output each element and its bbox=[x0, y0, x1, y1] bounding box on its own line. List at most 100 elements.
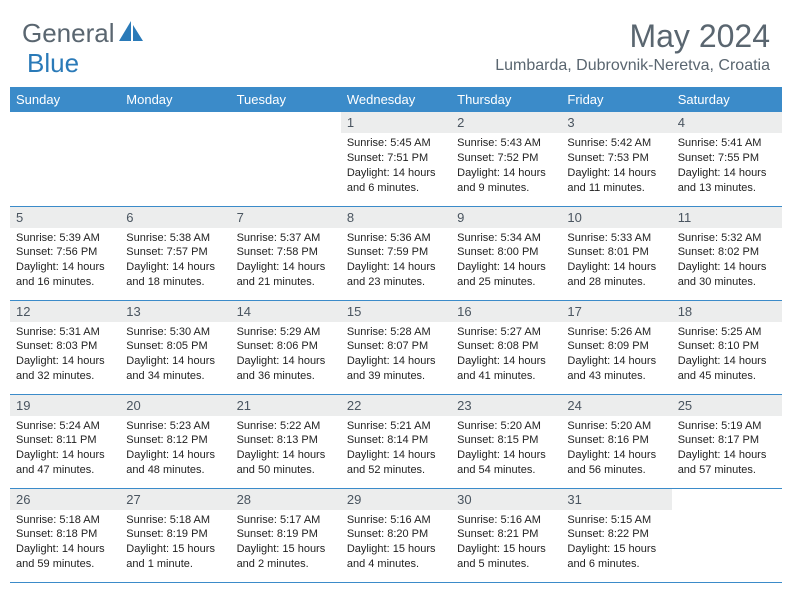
day-details: Sunrise: 5:19 AMSunset: 8:17 PMDaylight:… bbox=[672, 416, 782, 481]
calendar-cell: 13Sunrise: 5:30 AMSunset: 8:05 PMDayligh… bbox=[120, 300, 230, 394]
calendar-cell: 4Sunrise: 5:41 AMSunset: 7:55 PMDaylight… bbox=[672, 112, 782, 206]
sunset-line: Sunset: 8:02 PM bbox=[678, 245, 776, 260]
sunrise-line: Sunrise: 5:30 AM bbox=[126, 325, 224, 340]
day-number: 24 bbox=[561, 395, 671, 416]
daylight-line: Daylight: 15 hours and 2 minutes. bbox=[237, 542, 335, 572]
calendar-cell: 14Sunrise: 5:29 AMSunset: 8:06 PMDayligh… bbox=[231, 300, 341, 394]
day-details: Sunrise: 5:32 AMSunset: 8:02 PMDaylight:… bbox=[672, 228, 782, 293]
daylight-line: Daylight: 15 hours and 4 minutes. bbox=[347, 542, 445, 572]
calendar-cell: 24Sunrise: 5:20 AMSunset: 8:16 PMDayligh… bbox=[561, 394, 671, 488]
sunset-line: Sunset: 7:55 PM bbox=[678, 151, 776, 166]
sunset-line: Sunset: 8:05 PM bbox=[126, 339, 224, 354]
sunrise-line: Sunrise: 5:41 AM bbox=[678, 136, 776, 151]
day-details: Sunrise: 5:43 AMSunset: 7:52 PMDaylight:… bbox=[451, 133, 561, 198]
weekday-header: Thursday bbox=[451, 87, 561, 112]
day-details: Sunrise: 5:28 AMSunset: 8:07 PMDaylight:… bbox=[341, 322, 451, 387]
calendar-cell: 28Sunrise: 5:17 AMSunset: 8:19 PMDayligh… bbox=[231, 488, 341, 582]
day-details: Sunrise: 5:18 AMSunset: 8:18 PMDaylight:… bbox=[10, 510, 120, 575]
calendar-cell: 19Sunrise: 5:24 AMSunset: 8:11 PMDayligh… bbox=[10, 394, 120, 488]
daylight-line: Daylight: 14 hours and 48 minutes. bbox=[126, 448, 224, 478]
daylight-line: Daylight: 14 hours and 18 minutes. bbox=[126, 260, 224, 290]
day-details: Sunrise: 5:23 AMSunset: 8:12 PMDaylight:… bbox=[120, 416, 230, 481]
sunrise-line: Sunrise: 5:16 AM bbox=[457, 513, 555, 528]
daylight-line: Daylight: 14 hours and 39 minutes. bbox=[347, 354, 445, 384]
sunrise-line: Sunrise: 5:34 AM bbox=[457, 231, 555, 246]
day-number: 17 bbox=[561, 301, 671, 322]
daylight-line: Daylight: 14 hours and 47 minutes. bbox=[16, 448, 114, 478]
calendar-row: 12Sunrise: 5:31 AMSunset: 8:03 PMDayligh… bbox=[10, 300, 782, 394]
day-details: Sunrise: 5:42 AMSunset: 7:53 PMDaylight:… bbox=[561, 133, 671, 198]
calendar-cell: 23Sunrise: 5:20 AMSunset: 8:15 PMDayligh… bbox=[451, 394, 561, 488]
sunset-line: Sunset: 8:08 PM bbox=[457, 339, 555, 354]
daylight-line: Daylight: 14 hours and 28 minutes. bbox=[567, 260, 665, 290]
sunrise-line: Sunrise: 5:16 AM bbox=[347, 513, 445, 528]
daylight-line: Daylight: 14 hours and 32 minutes. bbox=[16, 354, 114, 384]
calendar-cell bbox=[231, 112, 341, 206]
calendar-cell: 22Sunrise: 5:21 AMSunset: 8:14 PMDayligh… bbox=[341, 394, 451, 488]
sunrise-line: Sunrise: 5:22 AM bbox=[237, 419, 335, 434]
sunrise-line: Sunrise: 5:45 AM bbox=[347, 136, 445, 151]
day-number: 15 bbox=[341, 301, 451, 322]
sunrise-line: Sunrise: 5:39 AM bbox=[16, 231, 114, 246]
sunset-line: Sunset: 8:12 PM bbox=[126, 433, 224, 448]
daylight-line: Daylight: 14 hours and 25 minutes. bbox=[457, 260, 555, 290]
sunset-line: Sunset: 8:18 PM bbox=[16, 527, 114, 542]
brand-text-2: Blue bbox=[27, 48, 79, 79]
sunset-line: Sunset: 7:57 PM bbox=[126, 245, 224, 260]
calendar-row: 26Sunrise: 5:18 AMSunset: 8:18 PMDayligh… bbox=[10, 488, 782, 582]
sunrise-line: Sunrise: 5:26 AM bbox=[567, 325, 665, 340]
weekday-header: Sunday bbox=[10, 87, 120, 112]
daylight-line: Daylight: 15 hours and 1 minute. bbox=[126, 542, 224, 572]
day-details: Sunrise: 5:38 AMSunset: 7:57 PMDaylight:… bbox=[120, 228, 230, 293]
sunrise-line: Sunrise: 5:20 AM bbox=[457, 419, 555, 434]
day-details: Sunrise: 5:24 AMSunset: 8:11 PMDaylight:… bbox=[10, 416, 120, 481]
day-number: 29 bbox=[341, 489, 451, 510]
sunset-line: Sunset: 8:07 PM bbox=[347, 339, 445, 354]
sunset-line: Sunset: 8:11 PM bbox=[16, 433, 114, 448]
calendar-cell: 21Sunrise: 5:22 AMSunset: 8:13 PMDayligh… bbox=[231, 394, 341, 488]
calendar-row: 5Sunrise: 5:39 AMSunset: 7:56 PMDaylight… bbox=[10, 206, 782, 300]
sunset-line: Sunset: 8:22 PM bbox=[567, 527, 665, 542]
sunset-line: Sunset: 8:09 PM bbox=[567, 339, 665, 354]
month-title: May 2024 bbox=[495, 18, 770, 55]
daylight-line: Daylight: 14 hours and 34 minutes. bbox=[126, 354, 224, 384]
weekday-header: Monday bbox=[120, 87, 230, 112]
day-details: Sunrise: 5:21 AMSunset: 8:14 PMDaylight:… bbox=[341, 416, 451, 481]
calendar-cell: 1Sunrise: 5:45 AMSunset: 7:51 PMDaylight… bbox=[341, 112, 451, 206]
weekday-header: Tuesday bbox=[231, 87, 341, 112]
brand-logo: General bbox=[22, 18, 147, 49]
day-number: 8 bbox=[341, 207, 451, 228]
calendar-cell: 6Sunrise: 5:38 AMSunset: 7:57 PMDaylight… bbox=[120, 206, 230, 300]
day-number: 19 bbox=[10, 395, 120, 416]
sunrise-line: Sunrise: 5:32 AM bbox=[678, 231, 776, 246]
sunrise-line: Sunrise: 5:27 AM bbox=[457, 325, 555, 340]
daylight-line: Daylight: 14 hours and 56 minutes. bbox=[567, 448, 665, 478]
sunset-line: Sunset: 8:19 PM bbox=[237, 527, 335, 542]
sunrise-line: Sunrise: 5:17 AM bbox=[237, 513, 335, 528]
sunset-line: Sunset: 8:15 PM bbox=[457, 433, 555, 448]
day-details: Sunrise: 5:27 AMSunset: 8:08 PMDaylight:… bbox=[451, 322, 561, 387]
daylight-line: Daylight: 14 hours and 23 minutes. bbox=[347, 260, 445, 290]
day-number: 2 bbox=[451, 112, 561, 133]
day-details: Sunrise: 5:26 AMSunset: 8:09 PMDaylight:… bbox=[561, 322, 671, 387]
calendar-cell: 30Sunrise: 5:16 AMSunset: 8:21 PMDayligh… bbox=[451, 488, 561, 582]
day-details: Sunrise: 5:33 AMSunset: 8:01 PMDaylight:… bbox=[561, 228, 671, 293]
calendar-cell bbox=[672, 488, 782, 582]
calendar-cell: 8Sunrise: 5:36 AMSunset: 7:59 PMDaylight… bbox=[341, 206, 451, 300]
day-number: 4 bbox=[672, 112, 782, 133]
daylight-line: Daylight: 14 hours and 54 minutes. bbox=[457, 448, 555, 478]
calendar-body: 1Sunrise: 5:45 AMSunset: 7:51 PMDaylight… bbox=[10, 112, 782, 582]
sail-icon bbox=[117, 19, 145, 48]
calendar-cell: 12Sunrise: 5:31 AMSunset: 8:03 PMDayligh… bbox=[10, 300, 120, 394]
sunrise-line: Sunrise: 5:28 AM bbox=[347, 325, 445, 340]
day-details: Sunrise: 5:31 AMSunset: 8:03 PMDaylight:… bbox=[10, 322, 120, 387]
day-number: 26 bbox=[10, 489, 120, 510]
sunrise-line: Sunrise: 5:15 AM bbox=[567, 513, 665, 528]
day-number: 21 bbox=[231, 395, 341, 416]
calendar-cell: 20Sunrise: 5:23 AMSunset: 8:12 PMDayligh… bbox=[120, 394, 230, 488]
sunrise-line: Sunrise: 5:24 AM bbox=[16, 419, 114, 434]
sunset-line: Sunset: 8:14 PM bbox=[347, 433, 445, 448]
day-details: Sunrise: 5:17 AMSunset: 8:19 PMDaylight:… bbox=[231, 510, 341, 575]
daylight-line: Daylight: 14 hours and 41 minutes. bbox=[457, 354, 555, 384]
daylight-line: Daylight: 14 hours and 9 minutes. bbox=[457, 166, 555, 196]
